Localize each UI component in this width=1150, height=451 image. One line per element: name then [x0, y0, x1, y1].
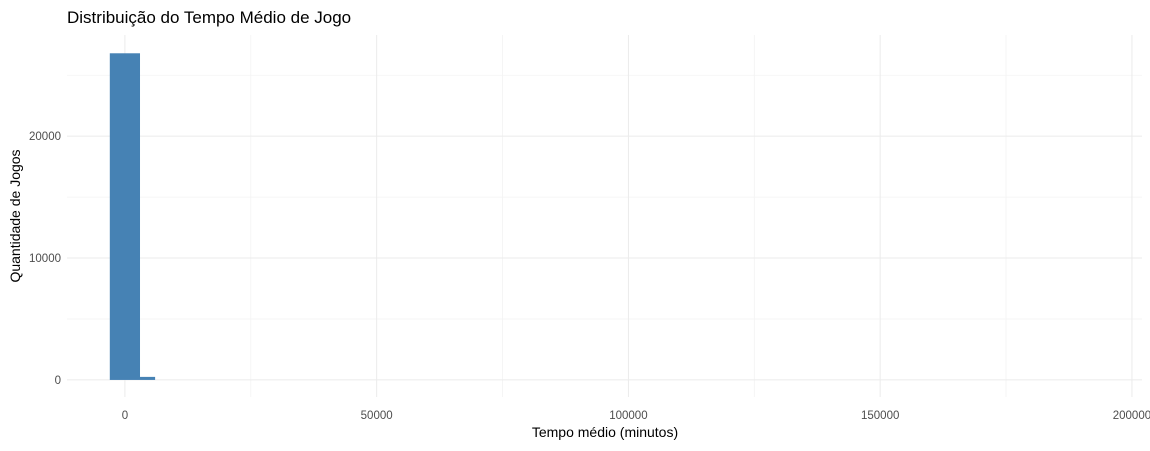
x-tick-label: 0	[122, 410, 128, 422]
x-tick-label: 100000	[609, 410, 647, 422]
x-tick-label: 50000	[361, 410, 393, 422]
x-axis-tick-labels: 0 50000 100000 150000 200000	[122, 410, 1150, 422]
histogram-bars	[109, 53, 156, 380]
minor-gridlines	[67, 35, 1142, 397]
y-axis-tick-labels: 0 10000 20000	[29, 131, 61, 387]
x-tick-label: 150000	[861, 410, 899, 422]
x-axis-title: Tempo médio (minutos)	[532, 424, 678, 440]
x-tick-label: 200000	[1113, 410, 1150, 422]
y-tick-label: 0	[55, 375, 61, 387]
major-gridlines	[67, 35, 1142, 397]
chart-title: Distribuição do Tempo Médio de Jogo	[67, 8, 351, 27]
histogram-bar	[109, 53, 141, 380]
histogram-bar	[140, 376, 156, 380]
y-tick-label: 10000	[29, 253, 61, 265]
y-tick-label: 20000	[29, 131, 61, 143]
y-axis-title: Quantidade de Jogos	[7, 149, 23, 282]
